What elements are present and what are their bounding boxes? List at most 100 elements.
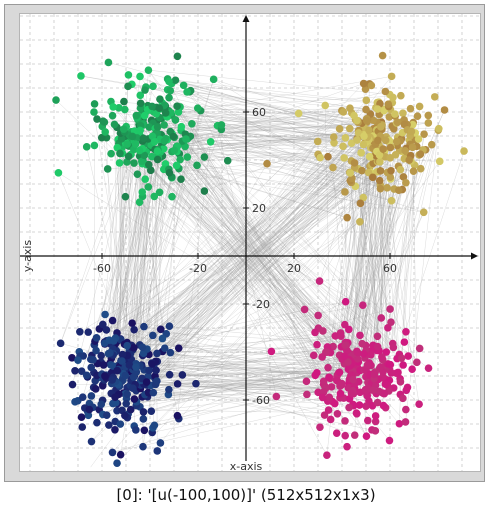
scatter-point-cluster-1	[131, 140, 140, 148]
connection-line	[125, 151, 377, 376]
scatter-point-cluster-4	[324, 406, 333, 414]
connection-line	[131, 182, 352, 348]
connection-line	[89, 352, 349, 404]
scatter-point-cluster-2	[359, 140, 368, 149]
scatter-point-cluster-4	[401, 418, 410, 426]
scatter-point-cluster-3	[78, 423, 87, 431]
connection-line	[157, 132, 353, 376]
scatter-point-cluster-1	[113, 143, 122, 152]
scatter-point-cluster-4	[378, 353, 386, 361]
connection-line	[191, 107, 350, 124]
connection-line	[124, 131, 318, 373]
scatter-point-cluster-1	[150, 137, 159, 146]
scatter-point-cluster-4	[402, 405, 410, 414]
scatter-point-cluster-1	[179, 81, 188, 90]
scatter-point-cluster-2	[321, 101, 330, 110]
scatter-point-cluster-3	[106, 349, 114, 357]
connection-line	[133, 151, 377, 348]
scatter-point-cluster-2	[343, 213, 351, 222]
connection-line	[141, 105, 414, 172]
scatter-point-cluster-3	[78, 393, 87, 402]
connection-line	[105, 137, 138, 376]
connection-line	[155, 134, 352, 394]
connection-line	[161, 134, 374, 346]
scatter-point-cluster-2	[376, 184, 385, 193]
connection-line	[140, 110, 343, 381]
connection-line	[140, 358, 343, 381]
connection-line	[140, 180, 351, 389]
scatter-point-cluster-2	[376, 167, 385, 175]
connection-line	[176, 106, 356, 384]
scatter-point-cluster-4	[329, 342, 337, 351]
scatter-point-cluster-2	[365, 152, 374, 161]
scatter-point-cluster-2	[409, 167, 418, 175]
connection-line	[217, 125, 277, 397]
scatter-point-cluster-4	[386, 305, 394, 313]
scatter-point-cluster-1	[104, 58, 113, 67]
connection-line	[112, 141, 211, 378]
x-axis-arrow-icon	[471, 252, 478, 260]
scatter-point-cluster-1	[124, 82, 132, 91]
scatter-point-cluster-2	[387, 196, 396, 205]
scatter-point-cluster-3	[97, 400, 106, 409]
plot-area[interactable]: -60 -20 20 60 60 20 -20 -60 x-axis y-axis	[19, 13, 481, 472]
scatter-point-cluster-4	[341, 297, 350, 306]
connection-line	[171, 76, 392, 116]
connection-line	[186, 91, 404, 366]
scatter-point-cluster-4	[382, 348, 391, 356]
connection-line	[154, 150, 378, 377]
scatter-point-cluster-2	[414, 135, 423, 143]
scatter-point-cluster-4	[332, 429, 341, 437]
connection-line	[143, 107, 420, 349]
connection-line	[133, 108, 378, 150]
connection-line	[124, 102, 393, 416]
connection-line	[139, 76, 380, 181]
connection-line	[227, 160, 323, 398]
scatter-point-cluster-3	[160, 344, 169, 353]
scatter-point-cluster-4	[371, 417, 380, 426]
scatter-point-cluster-1	[206, 137, 215, 146]
scatter-point-cluster-1	[136, 91, 145, 100]
connection-line	[113, 151, 158, 341]
scatter-point-cluster-1	[200, 153, 209, 161]
scatter-point-cluster-3	[77, 413, 86, 422]
scatter-point-cluster-2	[460, 147, 468, 155]
connection-line	[161, 102, 393, 135]
connection-line	[142, 129, 439, 149]
connection-line	[112, 109, 384, 356]
scatter-point-cluster-3	[68, 380, 77, 389]
scatter-point-cluster-4	[373, 342, 382, 351]
connection-line	[349, 156, 370, 366]
scatter-point-cluster-3	[87, 392, 96, 400]
scatter-point-cluster-2	[392, 137, 401, 146]
connection-line	[175, 119, 399, 191]
scatter-point-cluster-3	[145, 366, 153, 375]
scatter-point-cluster-4	[360, 350, 368, 358]
connection-line	[117, 147, 126, 370]
connection-line	[139, 150, 429, 369]
scatter-point-cluster-2	[396, 165, 405, 174]
scatter-point-cluster-1	[136, 99, 145, 108]
scatter-point-cluster-4	[337, 332, 345, 341]
connection-line	[130, 137, 346, 386]
connection-line	[412, 147, 418, 363]
scatter-point-cluster-4	[394, 368, 402, 377]
scatter-point-cluster-1	[177, 122, 186, 131]
scatter-point-cluster-1	[159, 144, 168, 153]
connection-line	[104, 160, 228, 315]
connection-line	[153, 122, 374, 346]
scatter-point-cluster-3	[92, 334, 101, 342]
connection-line	[155, 124, 383, 362]
connection-line	[143, 353, 364, 413]
connection-line	[117, 380, 337, 404]
scatter-point-cluster-2	[408, 120, 417, 129]
scatter-point-cluster-2	[359, 193, 368, 202]
connection-line	[148, 164, 330, 398]
scatter-point-cluster-3	[116, 450, 125, 459]
scatter-point-cluster-4	[349, 375, 357, 384]
connection-line	[145, 383, 319, 393]
scatter-point-cluster-3	[123, 341, 131, 350]
connection-line	[154, 186, 356, 379]
scatter-point-cluster-3	[132, 426, 140, 434]
scatter-point-cluster-2	[405, 156, 413, 164]
